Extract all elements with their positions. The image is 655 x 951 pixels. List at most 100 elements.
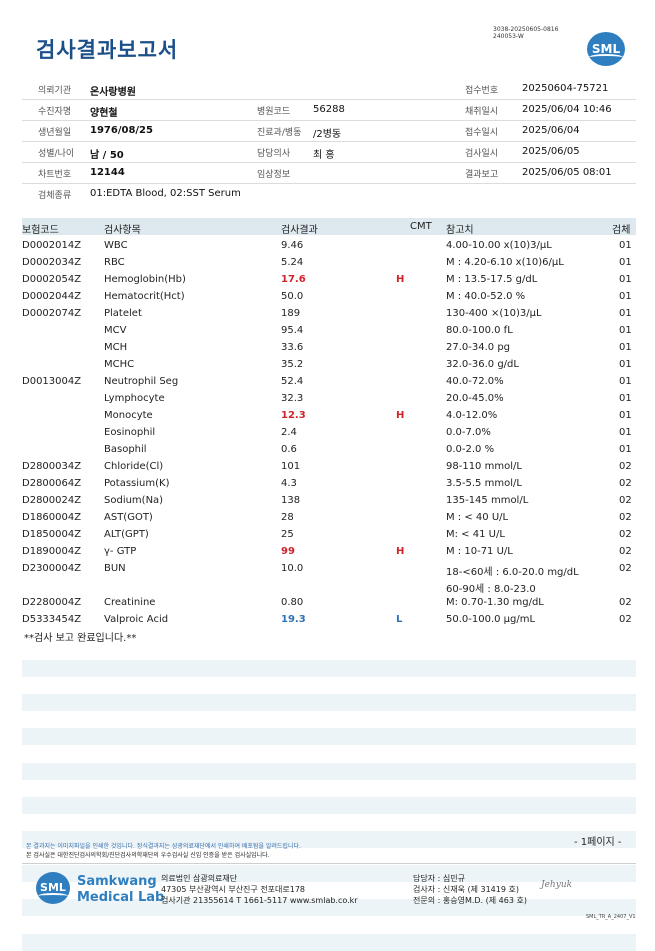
institution-label: 의뢰기관 [38, 86, 72, 96]
complete-text: **검사 보고 완료입니다.** [24, 633, 137, 644]
cell-spec: 01 [619, 342, 632, 353]
exam-date-value: 2025/06/05 [522, 146, 580, 157]
complete-row: **검사 보고 완료입니다.** [22, 626, 636, 644]
clinical-label: 임상정보 [257, 170, 291, 180]
cell-result: 12.3 [281, 410, 306, 421]
header-cmt: CMT [410, 221, 432, 232]
cell-name: Valproic Acid [104, 614, 169, 625]
report-date-label: 결과보고 [465, 170, 499, 180]
info-row-birth: 생년월일 1976/08/25 진료과/병동 /2병동 접수일시 2025/06… [22, 120, 636, 142]
cell-cmt: H [396, 546, 405, 557]
cell-result: 99 [281, 546, 295, 557]
table-row: D1850004Z ALT(GPT) 25 M: < 41 U/L 02 [22, 526, 636, 543]
cell-result: 101 [281, 461, 301, 472]
info-row-chart: 차트번호 12144 임상정보 결과보고 2025/06/05 08:01 [22, 162, 636, 184]
cell-result: 28 [281, 512, 294, 523]
certification-notice: 본 검사실은 대한진단검사의학회/진단검사의학재단의 우수검사실 신임 인증을 … [26, 852, 270, 859]
cell-ref: 130-400 ×(10)3/μL [446, 308, 542, 319]
cell-ref: 98-110 mmol/L [446, 461, 522, 472]
brand-name: Samkwang [77, 874, 157, 889]
header-ref: 참고치 [446, 225, 474, 236]
cell-name: γ- GTP [104, 546, 137, 557]
cell-spec: 02 [619, 614, 632, 625]
cell-ref: M : 13.5-17.5 g/dL [446, 274, 538, 285]
cell-name: Creatinine [104, 597, 156, 608]
table-row: D2800034Z Chloride(Cl) 101 98-110 mmol/L 02 [22, 458, 636, 475]
table-row: D0002034Z RBC 5.24 M : 4.20-6.10 x(10)6/μL 0… [22, 254, 636, 271]
logo-text: SML [40, 881, 66, 894]
cell-result: 0.80 [281, 597, 304, 608]
org-contact: 검사기관 21355614 T 1661-5117 www.smlab.co.k… [161, 896, 358, 905]
cell-name: MCHC [104, 359, 135, 370]
cell-ref: 0.0-7.0% [446, 427, 491, 438]
table-row: MCH 33.6 27.0-34.0 pg 01 [22, 339, 636, 356]
cell-ref: 18-<60세 : 6.0-20.0 mg/dL [446, 567, 579, 578]
exam-date-label: 검사일시 [465, 149, 499, 159]
header-spec: 검체 [612, 225, 631, 236]
cell-spec: 01 [619, 393, 632, 404]
specimen-label: 검체종류 [38, 191, 72, 201]
table-row: 60-90세 : 8.0-23.0 [22, 577, 636, 595]
cell-spec: 01 [619, 325, 632, 336]
page-title: 검사결과보고서 [36, 38, 179, 62]
cell-spec: 01 [619, 291, 632, 302]
cell-name: Platelet [104, 308, 142, 319]
cell-name: Hemoglobin(Hb) [104, 274, 186, 285]
cell-spec: 02 [619, 563, 632, 574]
empty-row [22, 728, 636, 746]
cell-result: 5.24 [281, 257, 304, 268]
cell-name: MCH [104, 342, 128, 353]
dept-label: 진료과/병동 [257, 128, 302, 138]
cell-code: D0002074Z [22, 308, 82, 319]
table-row: D2300004Z BUN 10.0 18-<60세 : 6.0-20.0 mg/dL… [22, 560, 636, 578]
collect-date-label: 채취일시 [465, 107, 499, 117]
receipt-no-label: 접수번호 [465, 86, 499, 96]
cell-ref: 3.5-5.5 mmol/L [446, 478, 522, 489]
cell-name: MCV [104, 325, 127, 336]
empty-row [22, 796, 636, 814]
info-row-sex-age: 성별/나이 남 / 50 담당의사 최 홍 검사일시 2025/06/05 [22, 141, 636, 163]
cell-spec: 02 [619, 495, 632, 506]
cell-code: D1850004Z [22, 529, 82, 540]
receipt-date-value: 2025/06/04 [522, 125, 580, 136]
table-row: D5333454Z Valproic Acid 19.3 L 50.0-100.0 μg… [22, 611, 636, 628]
table-row: D0002054Z Hemoglobin(Hb) 17.6 H M : 13.5-17.… [22, 271, 636, 288]
cell-result: 32.3 [281, 393, 304, 404]
cell-spec: 02 [619, 597, 632, 608]
cell-ref: 60-90세 : 8.0-23.0 [446, 584, 536, 595]
org-name: 의료법인 삼광의료재단 [161, 874, 238, 883]
info-row-name: 수진자명 양현철 병원코드 56288 채취일시 2025/06/04 10:4… [22, 99, 636, 121]
cell-ref: M: 0.70-1.30 mg/dL [446, 597, 544, 608]
cell-code: D2800024Z [22, 495, 82, 506]
cell-code: D5333454Z [22, 614, 82, 625]
sex-age-value: 남 / 50 [90, 150, 124, 161]
cell-spec: 01 [619, 427, 632, 438]
staff-specialist: 전문의 : 홍승영M.D. (제 463 호) [413, 896, 527, 905]
empty-row [22, 933, 636, 951]
cell-spec: 01 [619, 240, 632, 251]
cell-code: D1860004Z [22, 512, 82, 523]
cell-code: D2300004Z [22, 563, 82, 574]
cell-ref: 32.0-36.0 g/dL [446, 359, 519, 370]
cell-spec: 01 [619, 444, 632, 455]
hospital-code-value: 56288 [313, 104, 345, 115]
cell-result: 0.6 [281, 444, 297, 455]
cell-name: RBC [104, 257, 125, 268]
cell-ref: M : < 40 U/L [446, 512, 509, 523]
cell-name: Sodium(Na) [104, 495, 164, 506]
cell-spec: 02 [619, 546, 632, 557]
empty-row [22, 865, 636, 883]
table-row: D0002044Z Hematocrit(Hct) 50.0 M : 40.0-52.… [22, 288, 636, 305]
cell-spec: 01 [619, 257, 632, 268]
cell-ref: M : 10-71 U/L [446, 546, 513, 557]
info-row-specimen: 검체종류 01:EDTA Blood, 02:SST Serum [22, 183, 636, 204]
cell-code: D1890004Z [22, 546, 82, 557]
cell-result: 4.3 [281, 478, 297, 489]
table-row: D1890004Z γ- GTP 99 H M : 10-71 U/L 02 [22, 543, 636, 560]
table-row: D2800024Z Sodium(Na) 138 135-145 mmol/L 02 [22, 492, 636, 509]
cell-name: BUN [104, 563, 126, 574]
cell-name: Potassium(K) [104, 478, 170, 489]
cell-name: Neutrophil Seg [104, 376, 179, 387]
cell-cmt: H [396, 274, 405, 285]
cell-spec: 01 [619, 376, 632, 387]
